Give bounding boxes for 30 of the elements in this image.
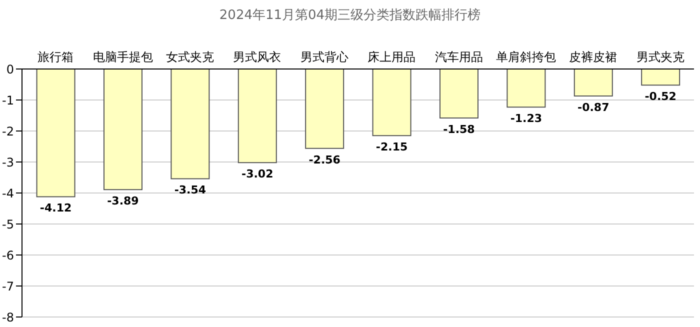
y-tick-label: -7 (2, 279, 14, 294)
data-label: -1.23 (510, 112, 542, 126)
y-tick-label: -8 (2, 310, 14, 324)
x-tick-label: 旅行箱 (38, 50, 74, 64)
x-tick-label: 单肩斜挎包 (496, 50, 556, 64)
data-label: -3.89 (107, 194, 139, 208)
y-tick-label: -3 (2, 155, 14, 170)
data-label: -3.02 (242, 168, 274, 181)
y-tick-label: -6 (2, 248, 14, 262)
x-tick-label: 女式夹克 (166, 50, 214, 64)
x-tick-label: 皮裤皮裙 (569, 50, 618, 64)
x-tick-label: 电脑手提包 (92, 50, 153, 64)
x-tick-label: 床上用品 (368, 50, 416, 64)
x-tick-label: 男式背心 (300, 50, 348, 64)
data-label: -0.87 (578, 100, 610, 114)
y-tick-label: 0 (6, 62, 14, 76)
y-tick-label: -5 (2, 217, 14, 232)
data-label: -1.58 (443, 122, 475, 136)
y-tick-label: -4 (2, 186, 14, 200)
data-label: -2.15 (376, 140, 408, 154)
data-label: -0.52 (644, 90, 676, 104)
x-tick-label: 男式夹克 (636, 50, 684, 64)
data-label: -2.56 (308, 153, 341, 166)
x-tick-label: 男式风衣 (233, 50, 282, 64)
chart-title: 2024年11月第04期三级分类指数跌幅排行榜 (218, 7, 482, 24)
data-label: -3.54 (174, 184, 206, 197)
y-tick-label: -1 (2, 93, 14, 108)
x-tick-label: 汽车用品 (434, 50, 483, 64)
data-label: -4.12 (40, 202, 72, 215)
y-tick-label: -2 (2, 124, 14, 138)
